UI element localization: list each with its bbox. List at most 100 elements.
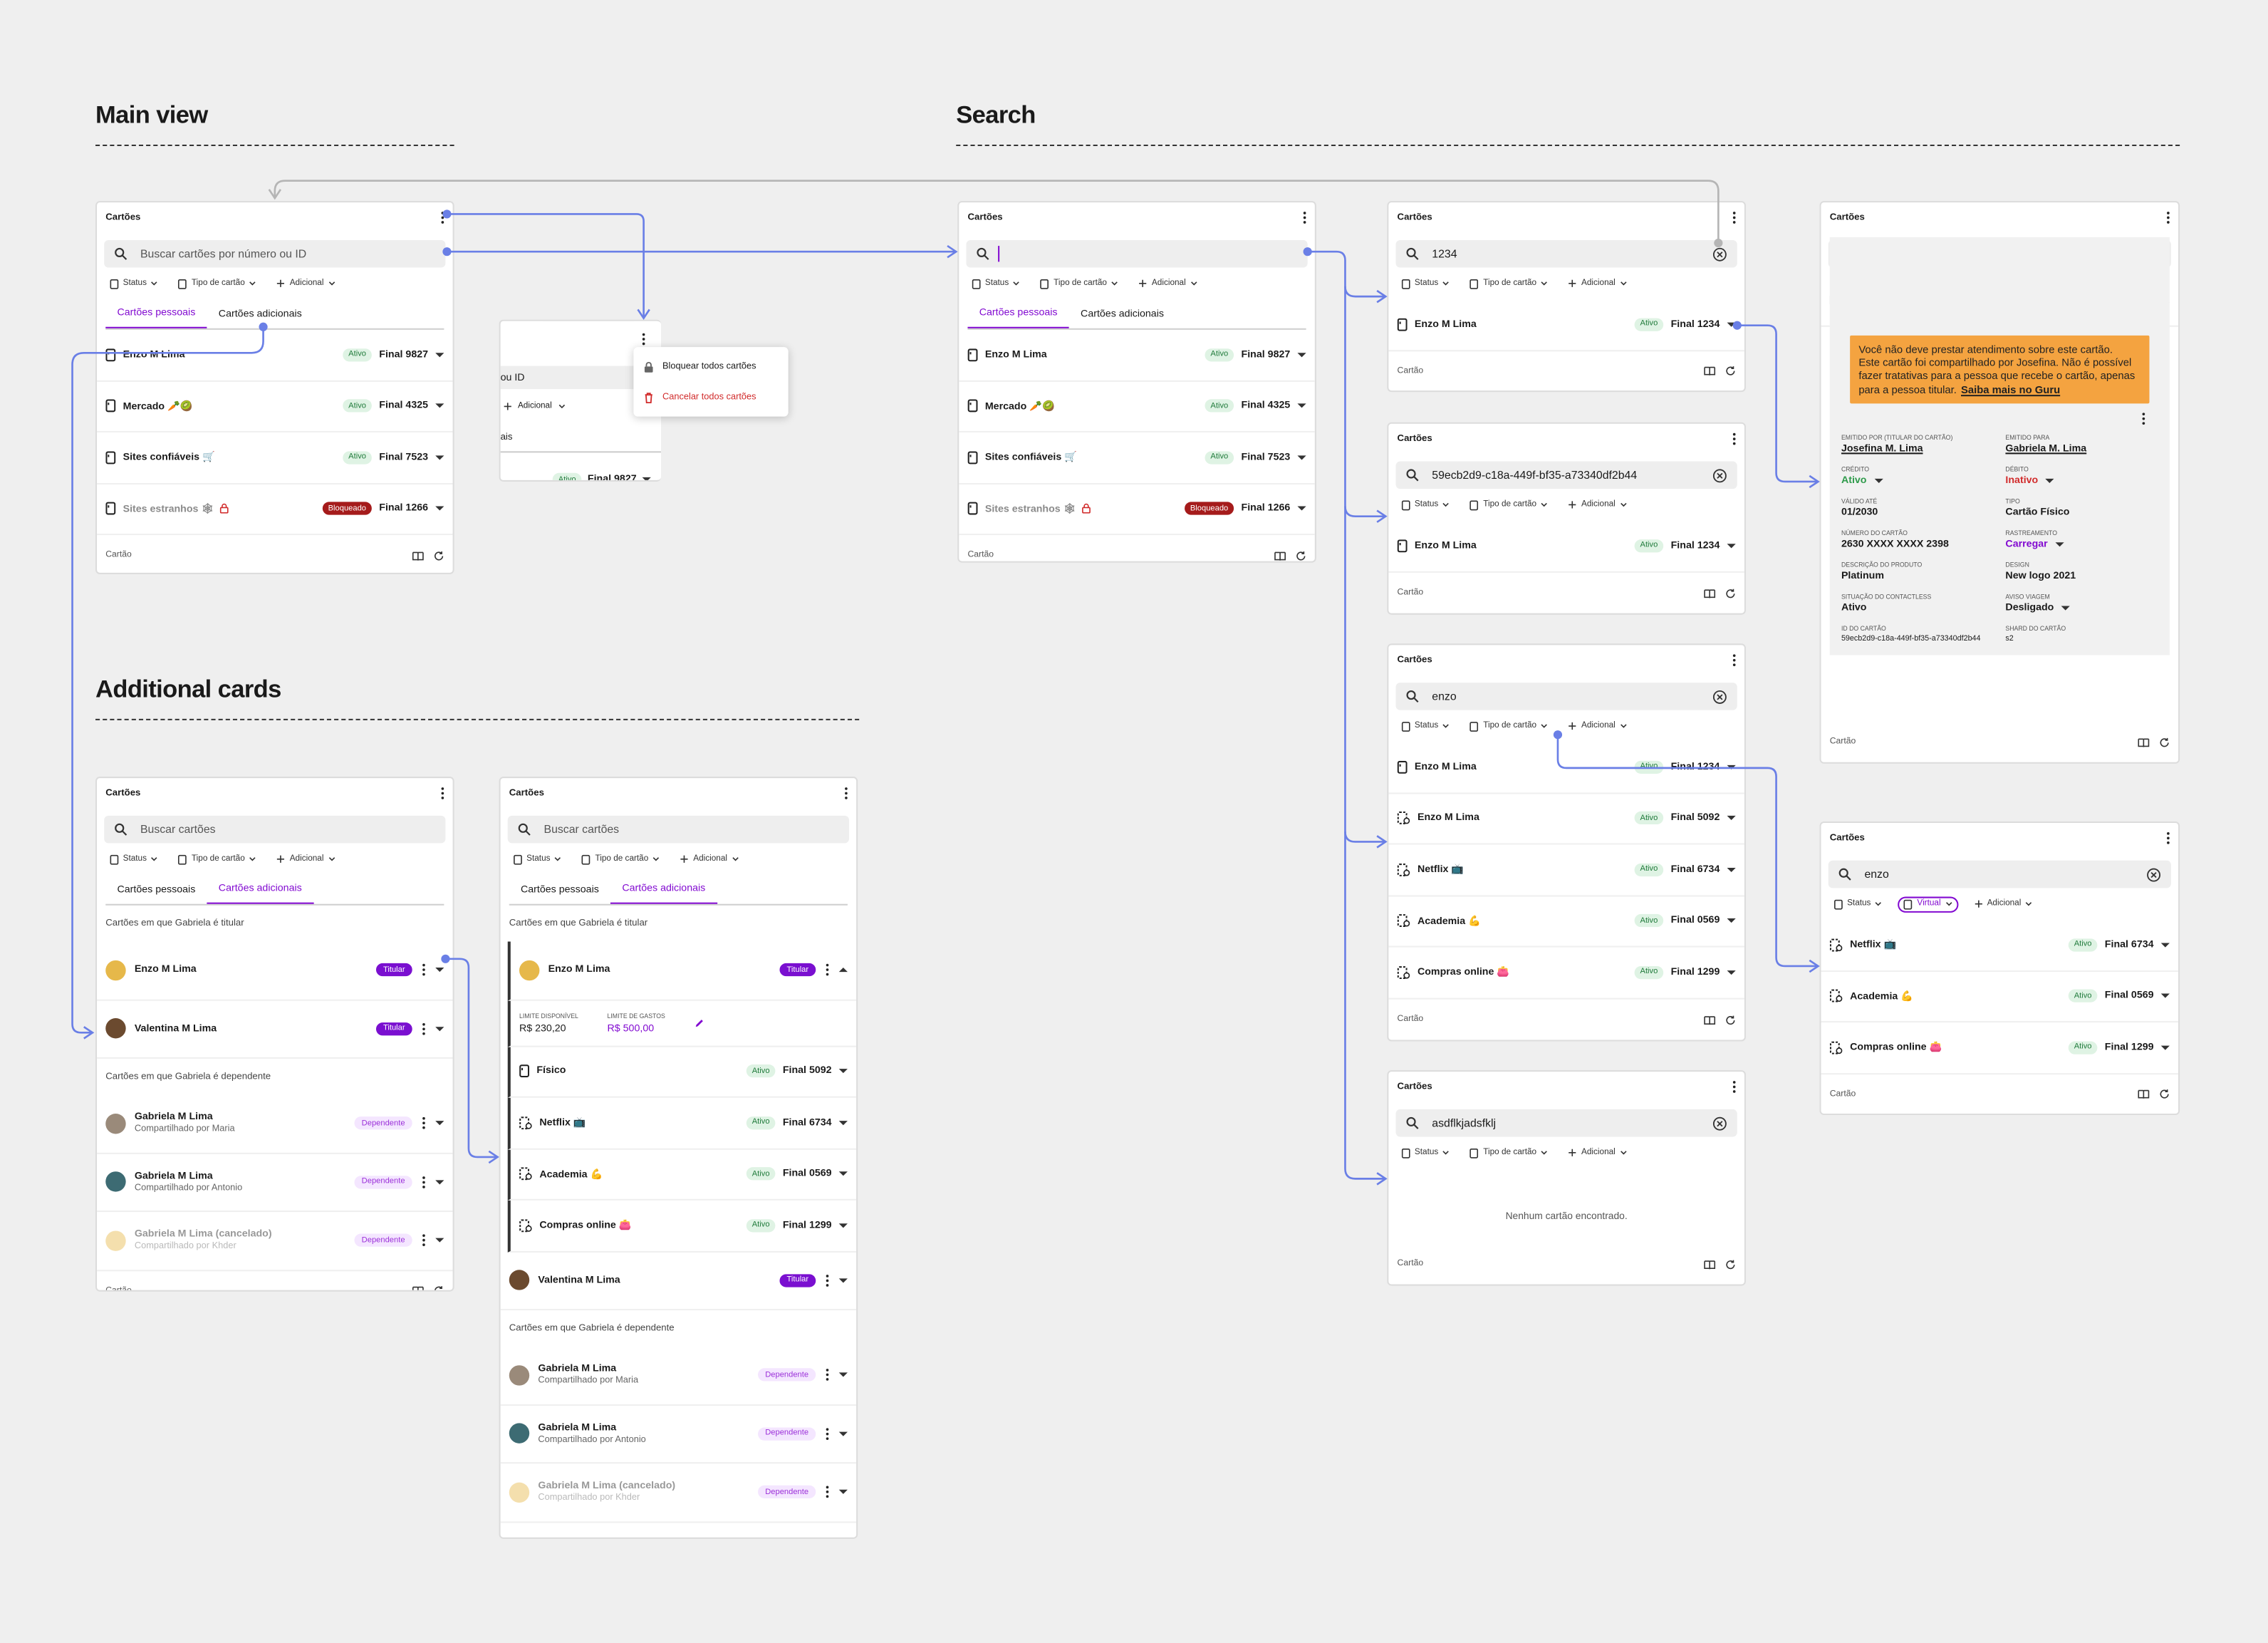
search-field[interactable]: asdflkjadsfklj: [1395, 1109, 1737, 1137]
filter-chip[interactable]: Adicional: [1564, 499, 1631, 510]
filter-chip[interactable]: Status: [509, 853, 566, 866]
filter-chip[interactable]: Adicional: [1970, 898, 2036, 910]
help-button[interactable]: [1704, 1259, 1716, 1269]
help-button[interactable]: [1704, 366, 1716, 376]
help-button[interactable]: [2138, 737, 2150, 747]
filter-chip[interactable]: Tipo de cartão: [1466, 277, 1553, 290]
clear-button[interactable]: [1712, 1116, 1727, 1130]
more-button[interactable]: [421, 1117, 427, 1130]
filter-chip[interactable]: Virtual: [1898, 896, 1958, 912]
filter-chip[interactable]: Status: [967, 277, 1024, 290]
expand-caret[interactable]: [838, 1171, 848, 1176]
more-button[interactable]: [1732, 210, 1737, 223]
expand-caret[interactable]: [2160, 994, 2170, 999]
more-button[interactable]: [824, 1427, 830, 1440]
expand-caret[interactable]: [838, 1372, 848, 1377]
expand-caret[interactable]: [2160, 1045, 2170, 1050]
filter-chip[interactable]: Adicional: [504, 402, 565, 410]
card-row[interactable]: Enzo M Lima Ativo Final 1234: [1388, 521, 1744, 572]
more-button[interactable]: [439, 786, 445, 799]
search-field[interactable]: 59ecb2d9-c18a-449f-bf35-a73340df2b44: [1395, 461, 1737, 489]
search-field[interactable]: Buscar cartões: [104, 815, 446, 844]
card-row[interactable]: Mercado 🥕🥝 Ativo Final 4325: [97, 381, 453, 432]
expand-caret[interactable]: [435, 1238, 444, 1243]
help-button[interactable]: [2138, 1089, 2150, 1099]
clear-button[interactable]: [1712, 247, 1727, 261]
tab[interactable]: Cartões pessoais: [105, 299, 207, 328]
expand-caret[interactable]: [1727, 918, 1736, 923]
help-button[interactable]: [412, 1286, 424, 1290]
tab[interactable]: Cartões pessoais: [967, 299, 1069, 328]
filter-chip[interactable]: Status: [1830, 898, 1887, 911]
card-row[interactable]: Enzo M Lima Ativo Final 5092: [1388, 793, 1744, 845]
holder-row[interactable]: Valentina M Lima Titular: [97, 1000, 453, 1059]
clear-button[interactable]: [2146, 867, 2161, 881]
filter-chip[interactable]: Tipo de cartão: [1466, 720, 1553, 732]
refresh-button[interactable]: [434, 550, 444, 560]
refresh-button[interactable]: [1726, 366, 1736, 376]
more-button[interactable]: [421, 1176, 427, 1188]
filter-chip[interactable]: Adicional: [1564, 720, 1631, 732]
card-row[interactable]: Sites estranhos 🕸 Bloqueado Final 1266: [97, 484, 453, 536]
expand-caret[interactable]: [435, 352, 444, 357]
expand-caret[interactable]: [1727, 543, 1736, 548]
more-button[interactable]: [843, 786, 849, 799]
card-row[interactable]: Netflix 📺 Ativo Final 6734: [1821, 920, 2179, 972]
expand-caret[interactable]: [435, 403, 444, 408]
tab[interactable]: Cartões pessoais: [521, 884, 599, 895]
edit-button[interactable]: [694, 1017, 704, 1027]
card-row[interactable]: Academia 💪 Ativo Final 0569: [1821, 971, 2179, 1023]
expand-caret[interactable]: [435, 968, 444, 973]
card-row[interactable]: Compras online 👛 Ativo Final 1299: [1388, 948, 1744, 999]
filter-chip[interactable]: Adicional: [1564, 1147, 1631, 1159]
refresh-button[interactable]: [1726, 1259, 1736, 1269]
menu-item[interactable]: Cancelar todos cartões: [633, 382, 788, 413]
card-row[interactable]: Netflix 📺 Ativo Final 6734: [1388, 844, 1744, 896]
holder-row[interactable]: Gabriela M Lima (cancelado) Compartilhado…: [500, 1463, 857, 1523]
more-button[interactable]: [824, 963, 830, 976]
more-button[interactable]: [1302, 210, 1308, 223]
expand-caret[interactable]: [1727, 867, 1736, 872]
tab[interactable]: Cartões adicionais: [207, 875, 314, 904]
refresh-button[interactable]: [2160, 1089, 2170, 1099]
refresh-button[interactable]: [2160, 737, 2170, 747]
filter-chip[interactable]: Tipo de cartão: [1466, 498, 1553, 511]
help-button[interactable]: [816, 1538, 827, 1539]
holder-row[interactable]: Enzo M Lima Titular: [507, 941, 857, 1000]
expand-caret[interactable]: [838, 968, 848, 973]
field-text[interactable]: Gabriela M. Lima: [2005, 445, 2087, 455]
dropdown-caret[interactable]: [2061, 606, 2070, 611]
expand-caret[interactable]: [838, 1069, 848, 1074]
filter-chip[interactable]: Adicional: [272, 854, 339, 865]
dropdown-caret[interactable]: [2045, 479, 2054, 484]
more-button[interactable]: [824, 1274, 830, 1287]
expand-caret[interactable]: [838, 1490, 848, 1495]
filter-chip[interactable]: Tipo de cartão: [175, 277, 261, 290]
filter-chip[interactable]: Adicional: [676, 854, 743, 865]
refresh-button[interactable]: [1296, 550, 1306, 560]
dropdown-caret[interactable]: [1873, 479, 1883, 484]
filter-chip[interactable]: Status: [1398, 720, 1455, 732]
clear-button[interactable]: [1712, 468, 1727, 482]
expand-caret[interactable]: [1297, 352, 1306, 357]
holder-row[interactable]: Gabriela M Lima Compartilhado por Maria De…: [97, 1095, 453, 1154]
holder-row[interactable]: Gabriela M Lima Compartilhado por Antonio…: [500, 1405, 857, 1464]
filter-chip[interactable]: Adicional: [1564, 278, 1631, 289]
card-row[interactable]: Ativo Final 9827: [552, 472, 651, 480]
more-button[interactable]: [1732, 1079, 1737, 1092]
expand-caret[interactable]: [435, 1179, 444, 1184]
help-button[interactable]: [1274, 550, 1286, 560]
more-button[interactable]: [421, 963, 427, 976]
expand-caret[interactable]: [1727, 322, 1736, 327]
filter-chip[interactable]: Status: [1398, 1146, 1455, 1159]
more-button[interactable]: [439, 210, 445, 223]
search-field[interactable]: Buscar cartões por número ou ID: [104, 239, 446, 268]
filter-chip[interactable]: Tipo de cartão: [1466, 1146, 1553, 1159]
expand-caret[interactable]: [435, 506, 444, 512]
card-row[interactable]: Academia 💪 Ativo Final 0569: [507, 1149, 857, 1201]
expand-caret[interactable]: [838, 1431, 848, 1436]
card-row[interactable]: Academia 💪 Ativo Final 0569: [1388, 896, 1744, 948]
refresh-button[interactable]: [434, 1286, 444, 1290]
holder-row[interactable]: Gabriela M Lima Compartilhado por Maria De…: [500, 1347, 857, 1406]
more-button[interactable]: [421, 1022, 427, 1035]
